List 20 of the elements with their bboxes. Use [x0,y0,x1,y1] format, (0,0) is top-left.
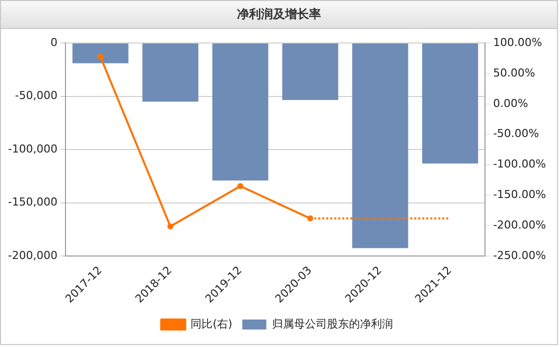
y2-tick-label: 50.00% [493,66,536,80]
y2-tick-label: 0.00% [493,96,528,110]
y2-tick-label: 100.00% [493,36,542,49]
legend-label: 归属母公司股东的净利润 [272,317,393,330]
point [167,223,174,230]
chart-title: 净利润及增长率 [1,1,557,29]
y2-tick-label: -250.00% [493,249,546,262]
y-tick-label: -150,000 [8,196,58,209]
y2-tick-label: -100.00% [493,158,546,171]
point [237,183,244,190]
point [307,215,314,222]
y-tick-label: -200,000 [8,249,58,262]
y-tick-label: 0 [50,36,58,49]
y2-tick-label: -200.00% [493,218,546,232]
legend-label: 同比(右) [190,317,232,330]
y-tick-label: -50,000 [14,89,58,102]
y2-tick-label: -150.00% [493,188,546,202]
point [97,54,104,60]
y-tick-label: -100,000 [8,142,58,156]
y2-tick-label: -50.00% [493,127,540,140]
